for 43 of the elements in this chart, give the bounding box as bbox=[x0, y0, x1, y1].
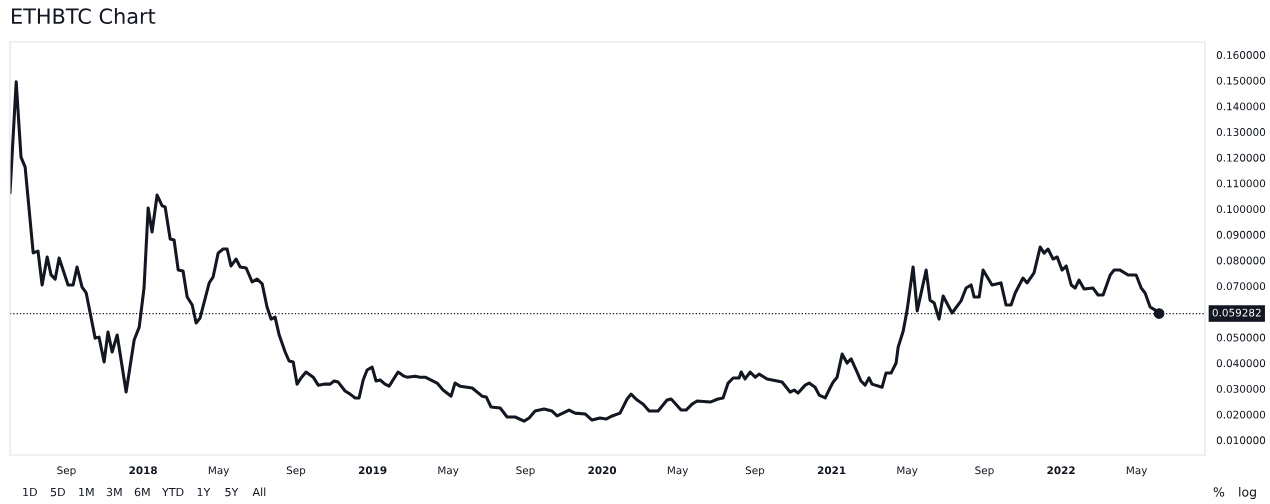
text: 5Y bbox=[225, 487, 239, 497]
x-tick-label: 2018 bbox=[129, 466, 157, 475]
x-tick-label: Sep bbox=[516, 466, 535, 477]
y-tick-label: 0.120000 bbox=[1216, 153, 1266, 162]
y-tick-label: 0.020000 bbox=[1216, 410, 1266, 419]
y-tick-label: 0.050000 bbox=[1216, 333, 1266, 342]
x-tick-label: 2022 bbox=[1047, 466, 1075, 475]
x-tick-label: May bbox=[1126, 466, 1148, 477]
x-tick-label: May bbox=[667, 466, 689, 477]
chart-title: ETHBTC Chart bbox=[12, 7, 156, 25]
y-tick-label: 0.140000 bbox=[1216, 102, 1266, 111]
y-tick-label: 0.160000 bbox=[1216, 51, 1266, 59]
y-tick-label: 0.010000 bbox=[1216, 436, 1266, 445]
text: 3M bbox=[106, 487, 122, 497]
text: All bbox=[252, 487, 266, 497]
y-tick-label: 0.100000 bbox=[1216, 205, 1266, 214]
y-tick-label: 0.090000 bbox=[1216, 230, 1266, 239]
x-tick-label: May bbox=[438, 466, 459, 477]
text: 5D bbox=[50, 487, 65, 497]
text: 1Y bbox=[197, 487, 211, 497]
y-tick-label: 0.150000 bbox=[1216, 76, 1266, 85]
text: YTD bbox=[161, 487, 184, 497]
x-tick-label: Sep bbox=[745, 466, 765, 477]
y-tick-label: 0.070000 bbox=[1216, 282, 1266, 291]
text: % bbox=[1213, 487, 1225, 497]
x-tick-label: Sep bbox=[975, 466, 994, 477]
y-tick-label: 0.030000 bbox=[1216, 384, 1266, 393]
y-tick-label: 0.110000 bbox=[1216, 179, 1266, 188]
y-tick-label: 0.040000 bbox=[1216, 359, 1266, 368]
text: 6M bbox=[134, 487, 150, 497]
x-tick-label: 2019 bbox=[358, 466, 387, 475]
x-tick-label: 2020 bbox=[588, 466, 617, 475]
text: log bbox=[1239, 486, 1256, 500]
text: 1M bbox=[79, 487, 94, 497]
text: 1D bbox=[23, 487, 37, 497]
y-tick-label: 0.080000 bbox=[1216, 256, 1266, 265]
y-tick-label: 0.130000 bbox=[1216, 128, 1266, 136]
x-tick-label: Sep bbox=[57, 466, 76, 477]
x-tick-label: 2021 bbox=[817, 466, 846, 475]
ref-line-label: 0.059282 bbox=[1212, 308, 1261, 317]
x-tick-label: May bbox=[897, 466, 918, 477]
x-tick-label: Sep bbox=[286, 466, 306, 477]
x-tick-label: May bbox=[208, 466, 230, 477]
